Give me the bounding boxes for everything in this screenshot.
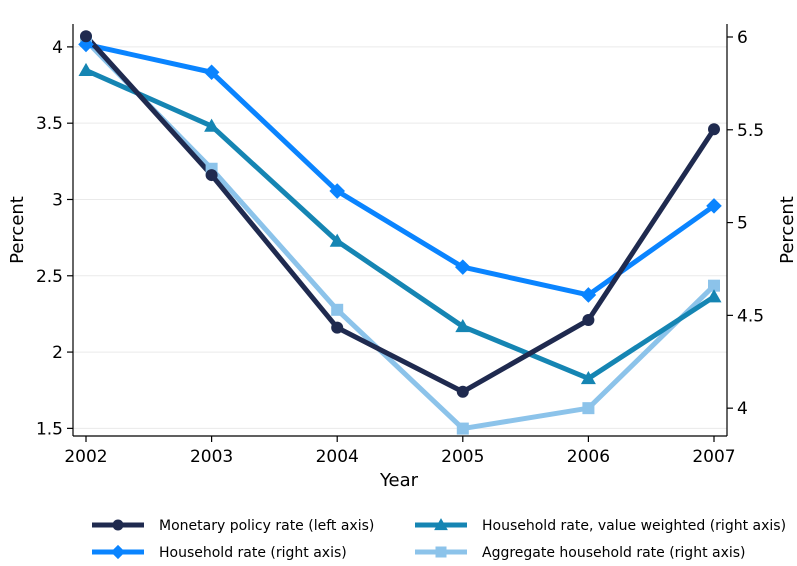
data-point-square bbox=[456, 422, 469, 435]
right-y-axis-title: Percent bbox=[777, 196, 797, 264]
data-point-diamond bbox=[706, 198, 722, 214]
gridlines bbox=[73, 46, 727, 429]
data-point-circle bbox=[331, 321, 344, 334]
data-point-diamond bbox=[203, 64, 220, 81]
data-point-triangle bbox=[78, 62, 94, 77]
series-markers bbox=[78, 30, 722, 435]
left-y-tick-label: 3 bbox=[52, 190, 63, 210]
left-y-tick-label: 2 bbox=[52, 343, 63, 363]
legend-item: Aggregate household rate (right axis) bbox=[415, 545, 746, 561]
series-line bbox=[83, 38, 717, 432]
data-point-square bbox=[331, 303, 344, 316]
legend-label: Household rate, value weighted (right ax… bbox=[482, 518, 786, 534]
legend-label: Aggregate household rate (right axis) bbox=[482, 545, 746, 561]
data-point-diamond bbox=[78, 36, 94, 53]
x-tick-label: 2002 bbox=[64, 447, 107, 467]
left-y-tick-label: 2.5 bbox=[36, 267, 63, 287]
data-point-square bbox=[435, 546, 447, 558]
data-point-triangle bbox=[580, 370, 596, 385]
series-line bbox=[83, 33, 717, 395]
data-point-diamond bbox=[580, 287, 597, 303]
right-y-tick-label: 5 bbox=[737, 214, 748, 234]
series-line bbox=[83, 41, 717, 298]
data-point-triangle bbox=[455, 319, 471, 333]
data-point-diamond bbox=[455, 259, 471, 275]
data-point-circle bbox=[456, 385, 469, 398]
data-point-circle bbox=[112, 519, 124, 531]
data-point-diamond bbox=[110, 544, 126, 560]
right-y-tick-label: 6 bbox=[737, 28, 748, 48]
data-point-triangle bbox=[434, 518, 448, 531]
left-y-tick-label: 4 bbox=[52, 38, 63, 58]
data-point-triangle bbox=[706, 289, 722, 303]
data-point-circle bbox=[708, 123, 720, 136]
legend: Monetary policy rate (left axis) Househol… bbox=[92, 518, 786, 561]
axes: 1.5 2 2.5 3 3.5 4 4 4.5 5 5.5 6 2002 2003 2004 2005 200… bbox=[36, 24, 764, 467]
data-point-square bbox=[582, 402, 595, 415]
x-tick-label: 2004 bbox=[316, 447, 359, 467]
data-point-triangle bbox=[329, 233, 345, 247]
legend-label: Household rate (right axis) bbox=[159, 545, 347, 561]
x-tick-label: 2005 bbox=[441, 447, 484, 467]
legend-label: Monetary policy rate (left axis) bbox=[159, 518, 374, 534]
left-y-tick-label: 3.5 bbox=[36, 114, 63, 134]
legend-item: Household rate (right axis) bbox=[92, 544, 347, 561]
series-lines bbox=[83, 33, 717, 432]
data-point-circle bbox=[80, 30, 92, 43]
x-tick-label: 2003 bbox=[190, 447, 233, 467]
series-line bbox=[83, 67, 717, 381]
right-y-tick-label: 5.5 bbox=[737, 121, 764, 141]
x-axis-title: Year bbox=[379, 470, 419, 491]
right-y-tick-label: 4 bbox=[737, 399, 748, 419]
left-y-tick-label: 1.5 bbox=[36, 419, 63, 439]
data-point-circle bbox=[582, 314, 595, 327]
x-tick-label: 2006 bbox=[567, 447, 610, 467]
data-point-diamond bbox=[329, 183, 345, 199]
right-y-tick-label: 4.5 bbox=[737, 306, 764, 326]
left-y-axis-title: Percent bbox=[7, 196, 28, 264]
data-point-circle bbox=[205, 169, 218, 182]
data-point-square bbox=[708, 279, 720, 292]
legend-item: Household rate, value weighted (right ax… bbox=[415, 518, 786, 534]
data-point-triangle bbox=[204, 118, 220, 132]
legend-item: Monetary policy rate (left axis) bbox=[92, 518, 374, 534]
x-tick-label: 2007 bbox=[692, 447, 735, 467]
